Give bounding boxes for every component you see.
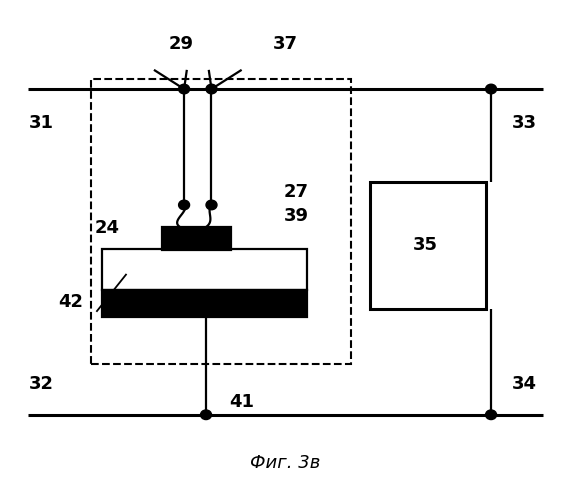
Circle shape (206, 200, 217, 210)
Text: 27: 27 (284, 183, 309, 201)
Bar (371, 183, 485, 309)
Circle shape (179, 200, 190, 210)
Text: 31: 31 (29, 114, 54, 132)
Bar (102, 250, 307, 290)
Text: 39: 39 (284, 207, 309, 225)
Text: Фиг. 3в: Фиг. 3в (250, 454, 321, 472)
Text: 35: 35 (413, 236, 438, 253)
Text: 42: 42 (58, 293, 83, 311)
Bar (162, 227, 231, 250)
Circle shape (485, 84, 497, 94)
Circle shape (206, 84, 217, 94)
Text: 33: 33 (512, 114, 536, 132)
Text: 34: 34 (512, 375, 536, 393)
Bar (91, 79, 351, 364)
Text: 29: 29 (169, 34, 194, 52)
Bar (102, 290, 307, 316)
Circle shape (485, 410, 497, 420)
Text: 37: 37 (273, 34, 298, 52)
Text: 32: 32 (29, 375, 54, 393)
Text: 24: 24 (95, 219, 120, 237)
Circle shape (200, 410, 211, 420)
Circle shape (179, 84, 190, 94)
Text: 41: 41 (229, 393, 254, 411)
